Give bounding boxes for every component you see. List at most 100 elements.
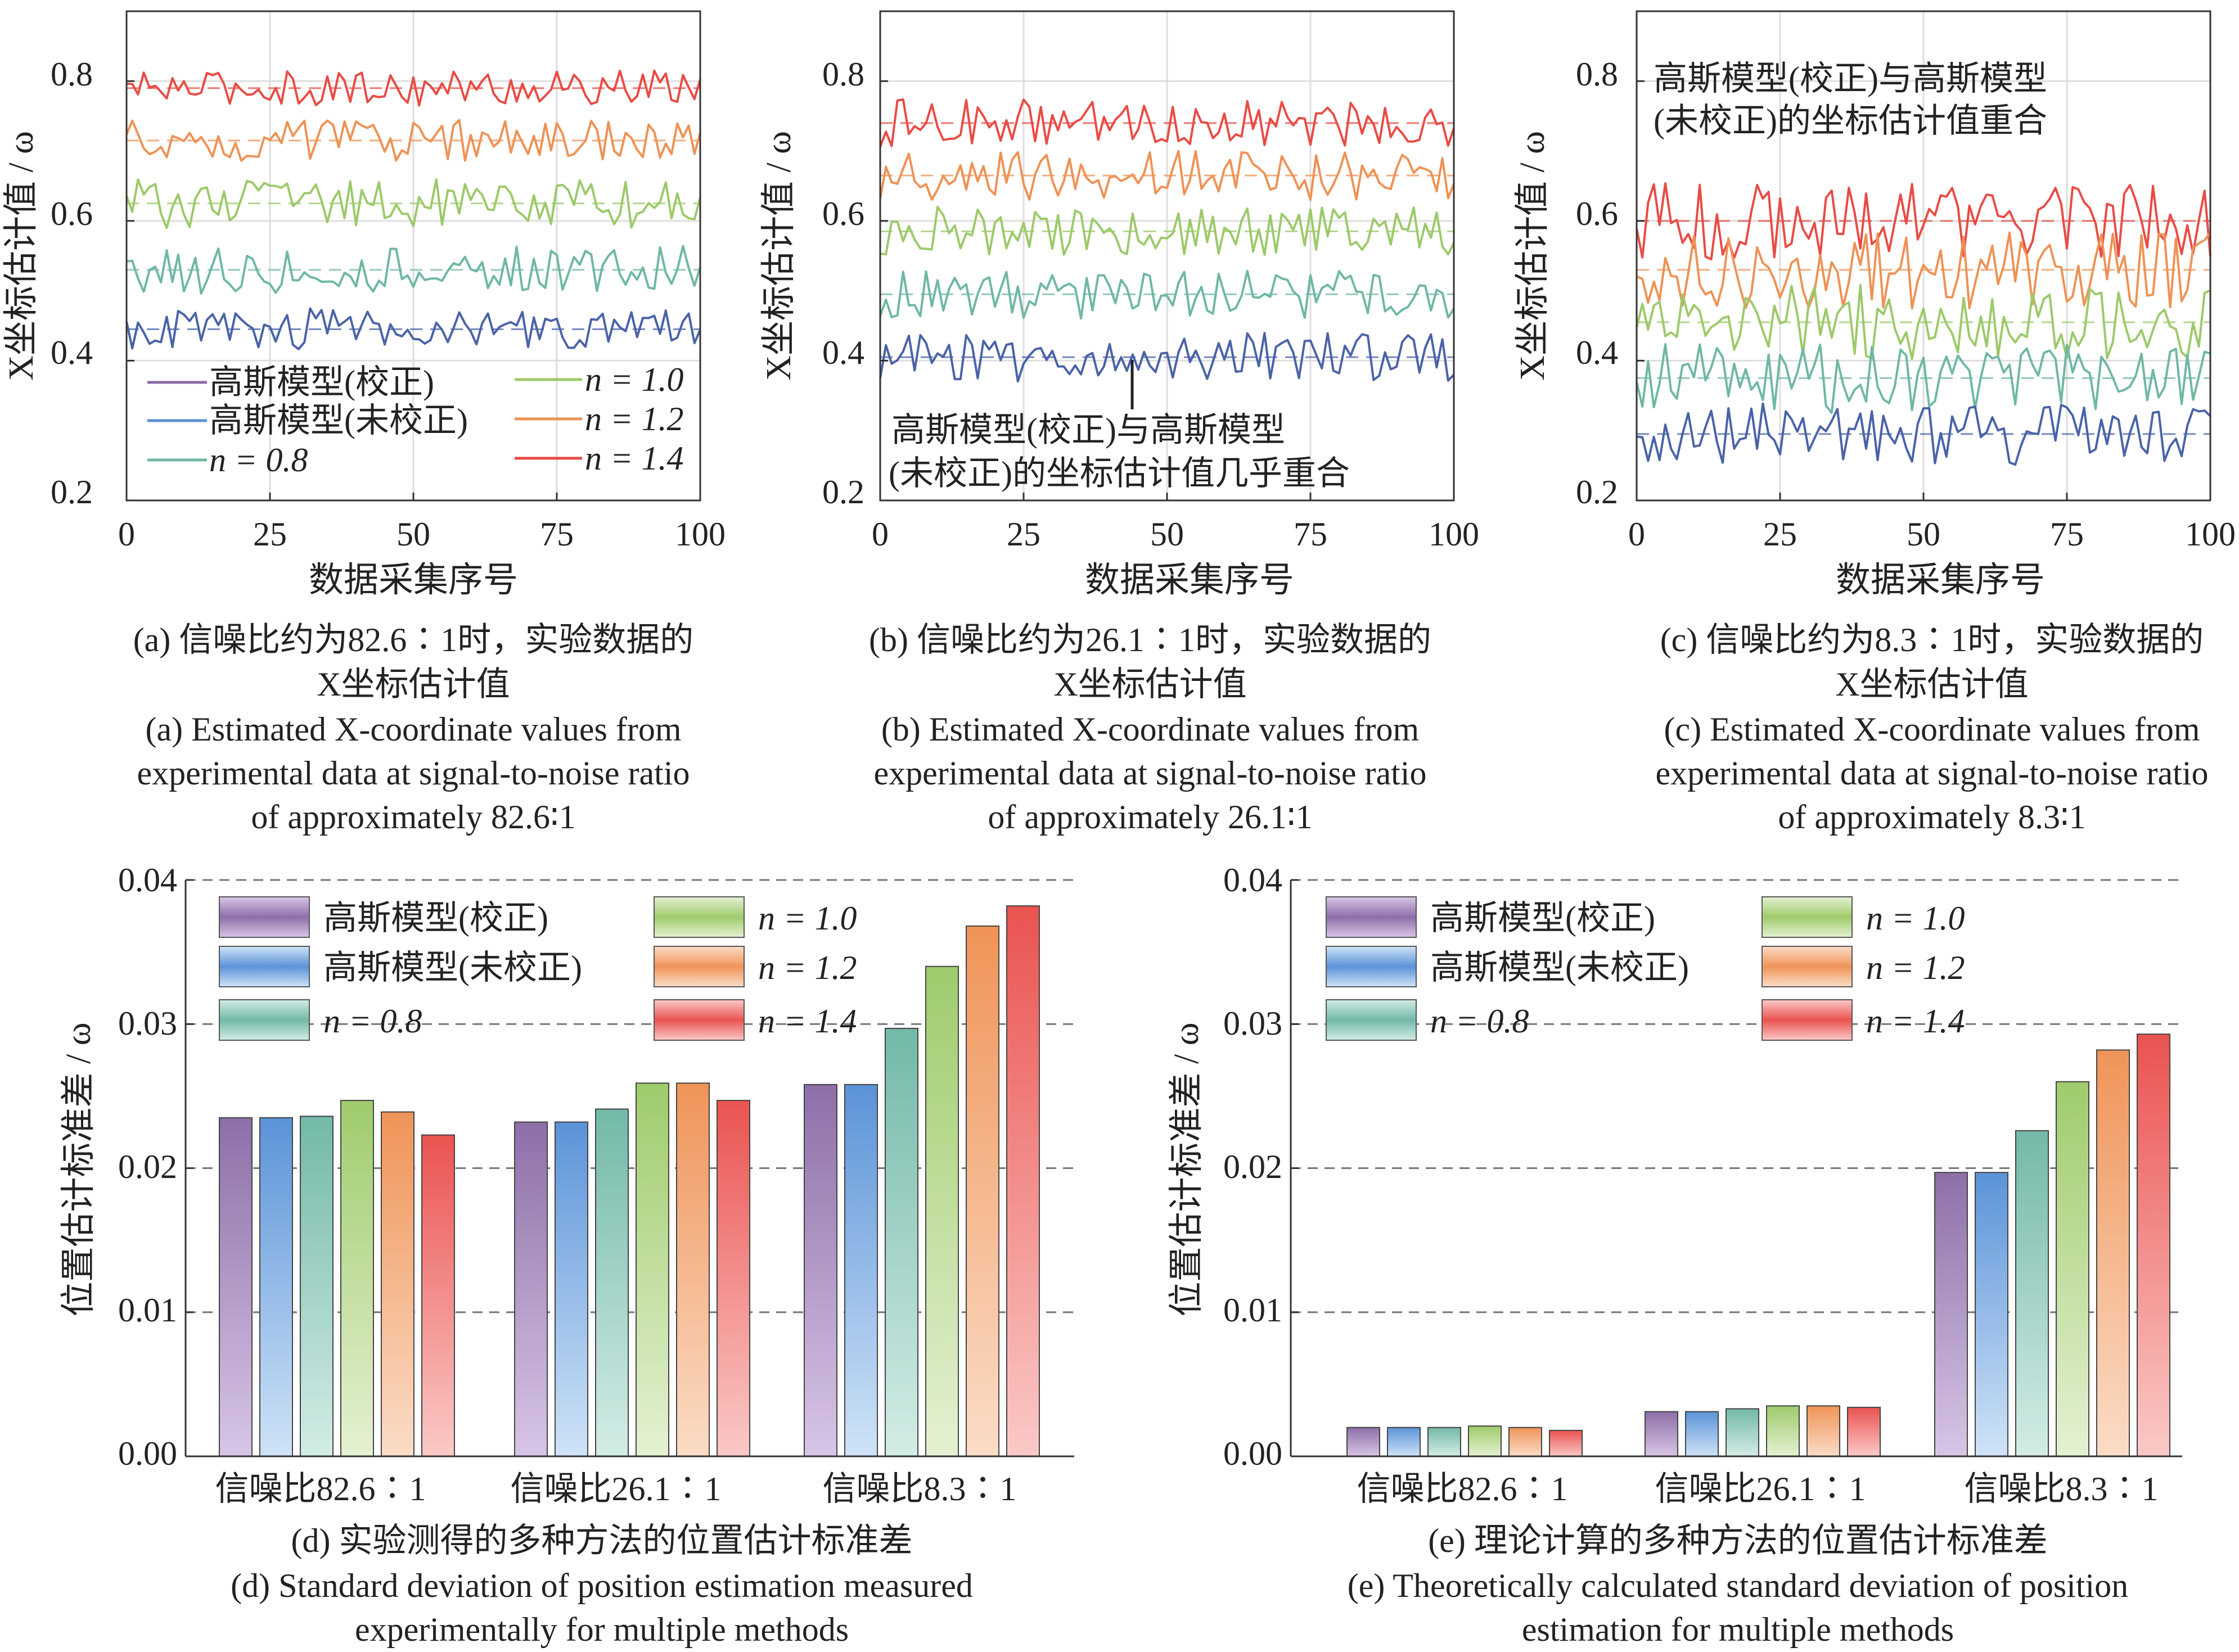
legend-label-n12: n = 1.2 xyxy=(758,949,857,986)
legend-swatch-gauss_uncorrected xyxy=(1326,946,1417,987)
panel-e-bar-chart: 0.04 0.03 0.02 0.01 0.00 信噪比82.6∶1 信噪比26… xyxy=(1168,861,2182,1507)
panel-a-xlabel: 数据采集序号 xyxy=(309,561,518,599)
panel-c-xtick-25: 25 xyxy=(1763,516,1797,553)
legend-swatch-n10 xyxy=(1762,896,1853,938)
panel-c-series xyxy=(1636,182,2211,466)
bar-2-1 xyxy=(1645,1411,1678,1457)
caption-e-en1: (e) Theoretically calculated standard de… xyxy=(1348,1567,2128,1604)
panel-a-xtick-50: 50 xyxy=(397,516,430,553)
caption-c-en1: (c) Estimated X-coordinate values from xyxy=(1664,711,2200,748)
series-line-2 xyxy=(125,119,701,162)
caption-a-en1: (a) Estimated X-coordinate values from xyxy=(146,711,682,748)
legend-label-gauss_corrected: 高斯模型(校正) xyxy=(1430,900,1655,937)
panel-d-category-1: 信噪比82.6∶1 xyxy=(215,1470,426,1507)
bar-2-4 xyxy=(1766,1405,1800,1457)
legend-label-n10: n = 1.0 xyxy=(1866,900,1965,937)
legend-label-n12: n = 1.2 xyxy=(585,400,684,437)
legend-label-n14: n = 1.4 xyxy=(758,1003,857,1040)
panel-c-annotation-line2: (未校正)的坐标估计值重合 xyxy=(1654,102,2047,139)
caption-c-en2: experimental data at signal-to-noise rat… xyxy=(1656,755,2209,792)
legend-label-n08: n = 0.8 xyxy=(1430,1003,1529,1040)
series-line-3 xyxy=(880,206,1455,256)
bar-1-3 xyxy=(1427,1427,1461,1457)
series-line-4 xyxy=(1636,343,2211,414)
panel-a-xtick-25: 25 xyxy=(253,516,287,553)
bar-2-5 xyxy=(1806,1405,1840,1457)
panel-a-xtick-100: 100 xyxy=(675,516,726,553)
legend-swatch-n08 xyxy=(219,999,310,1041)
panel-b-ytick-0.2: 0.2 xyxy=(822,473,864,511)
panel-a-ticks xyxy=(125,80,701,502)
bar-1-4 xyxy=(340,1100,374,1457)
caption-c-cn1: (c) 信噪比约为8.3∶1时，实验数据的 xyxy=(1660,621,2204,658)
bar-1-4 xyxy=(1468,1425,1502,1457)
caption-a-en3: of approximately 82.6∶1 xyxy=(251,798,575,836)
panel-c-ytick-0.2: 0.2 xyxy=(1576,473,1618,511)
bar-3-2 xyxy=(1975,1172,2008,1457)
caption-b-cn2: X坐标估计值 xyxy=(1053,666,1246,703)
panel-b-xtick-50: 50 xyxy=(1150,516,1184,553)
panel-c-xtick-50: 50 xyxy=(1907,516,1940,553)
bar-3-3 xyxy=(885,1027,918,1457)
caption-d-en1: (d) Standard deviation of position estim… xyxy=(231,1567,973,1604)
bar-3-6 xyxy=(1006,905,1040,1457)
panel-b-xtick-75: 75 xyxy=(1294,516,1327,553)
legend-label-n08: n = 0.8 xyxy=(209,441,308,479)
panel-a-ytick-0.4: 0.4 xyxy=(51,334,93,371)
legend-label-n14: n = 1.4 xyxy=(1866,1003,1965,1040)
panel-c-ytick-0.6: 0.6 xyxy=(1576,195,1618,232)
panel-c-line-chart: 0.8 0.6 0.4 0.2 0 25 50 75 100 数据采集序号 X坐… xyxy=(1513,10,2236,599)
panel-b-annotation-line1: 高斯模型(校正)与高斯模型 xyxy=(891,412,1285,449)
panel-d-category-3: 信噪比8.3∶1 xyxy=(823,1470,1017,1507)
panel-a-series xyxy=(125,69,701,350)
bar-1-6 xyxy=(1549,1429,1583,1457)
panel-c-xtick-100: 100 xyxy=(2185,516,2236,553)
caption-a-en2: experimental data at signal-to-noise rat… xyxy=(137,755,690,792)
caption-a-cn2: X坐标估计值 xyxy=(317,666,510,703)
panel-b-ytick-0.6: 0.6 xyxy=(822,195,864,232)
caption-b-en3: of approximately 26.1∶1 xyxy=(988,798,1312,836)
legend-swatch-gauss_corrected xyxy=(1326,896,1417,938)
bar-2-1 xyxy=(514,1121,548,1457)
bar-2-4 xyxy=(636,1082,669,1457)
panel-a-xtick-0: 0 xyxy=(118,516,135,553)
legend-label-gauss_uncorrected: 高斯模型(未校正) xyxy=(1430,949,1689,986)
panel-a-legend: 高斯模型(校正) 高斯模型(未校正) n = 0.8 n = 1.0 n = 1… xyxy=(147,361,684,479)
panel-d-legend: 高斯模型(校正) 高斯模型(未校正) n = 0.8 n = 1.0 n = 1.2 n … xyxy=(219,896,857,1041)
bar-1-5 xyxy=(381,1111,415,1457)
caption-e-en2: estimation for multiple methods xyxy=(1522,1611,1954,1648)
panel-b-ticks xyxy=(879,80,1455,502)
bar-3-4 xyxy=(2056,1081,2089,1457)
panel-d-ylabel: 位置估计标准差 / ω xyxy=(60,1022,98,1316)
panel-a-ytick-0.8: 0.8 xyxy=(51,56,93,93)
legend-label-n12: n = 1.2 xyxy=(1866,949,1965,986)
bar-3-4 xyxy=(925,965,959,1457)
panel-e-ytick-0.00: 0.00 xyxy=(1223,1435,1282,1472)
legend-swatch-n10 xyxy=(654,896,745,938)
panel-a-ytick-0.6: 0.6 xyxy=(51,195,93,232)
series-line-2 xyxy=(1636,231,2211,310)
panel-e-bars xyxy=(1346,1033,2170,1457)
legend-swatch-n14 xyxy=(654,999,745,1041)
bar-1-1 xyxy=(1346,1427,1380,1457)
panel-e-legend: 高斯模型(校正) 高斯模型(未校正) n = 0.8 n = 1.0 n = 1.2 n … xyxy=(1326,896,1965,1041)
series-line-2 xyxy=(879,150,1455,201)
panel-c-ytick-0.4: 0.4 xyxy=(1576,334,1618,371)
panel-e-ytick-0.02: 0.02 xyxy=(1223,1148,1282,1185)
bar-3-5 xyxy=(2096,1049,2130,1457)
panel-e-ytick-0.04: 0.04 xyxy=(1223,861,1282,899)
bar-2-3 xyxy=(1726,1408,1759,1457)
bar-1-1 xyxy=(219,1117,253,1457)
panel-e-category-3: 信噪比8.3∶1 xyxy=(1965,1470,2159,1507)
caption-b-en1: (b) Estimated X-coordinate values from xyxy=(881,711,1419,748)
caption-d-en2: experimentally for multiple methods xyxy=(355,1611,849,1648)
panel-a-xtick-75: 75 xyxy=(540,516,574,553)
series-line-4 xyxy=(126,245,701,295)
caption-b-cn1: (b) 信噪比约为26.1∶1时，实验数据的 xyxy=(869,621,1431,658)
panel-b-ylabel: X坐标估计值 / ω xyxy=(760,131,798,381)
panel-b-ytick-0.8: 0.8 xyxy=(822,56,864,93)
panel-c-ticks xyxy=(1636,80,2211,502)
legend-label-n10: n = 1.0 xyxy=(585,361,684,398)
panel-d-ytick-0.03: 0.03 xyxy=(118,1005,177,1042)
panel-e-ytick-0.01: 0.01 xyxy=(1223,1292,1282,1329)
